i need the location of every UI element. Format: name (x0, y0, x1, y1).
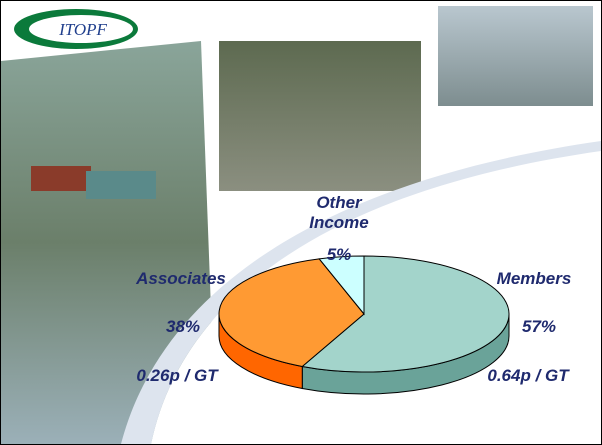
value-label: 38% (165, 317, 201, 336)
swoosh-edge (121, 141, 601, 444)
boat (31, 166, 91, 191)
rate-label: 0.26p / GT (136, 366, 218, 385)
boat (86, 171, 156, 199)
category-label: Other Income (309, 193, 369, 232)
photo-cleanup (219, 41, 421, 191)
pie-slice (301, 255, 510, 373)
pie-chart (218, 255, 510, 395)
logo-inner (29, 15, 133, 43)
logo-text: ITOPF (58, 20, 107, 39)
photo-ship (438, 6, 593, 106)
category-label: Associates (136, 269, 226, 288)
category-label: Members (496, 269, 572, 288)
pie-slice (318, 255, 365, 316)
pie-slice (218, 258, 365, 368)
rate-label: 0.64p / GT (487, 366, 569, 385)
value-label: 5% (326, 245, 352, 264)
photo-boats (1, 41, 216, 444)
value-label: 57% (521, 317, 557, 336)
